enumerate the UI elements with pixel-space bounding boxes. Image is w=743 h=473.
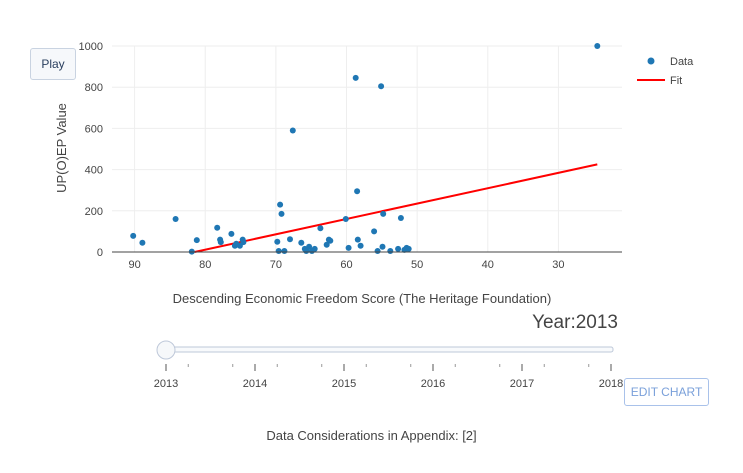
x-axis-title: Descending Economic Freedom Score (The H…	[173, 291, 552, 306]
fit-series	[194, 163, 598, 253]
slider-current-value: Year:2013	[532, 312, 618, 333]
data-point	[275, 248, 282, 254]
data-point	[327, 237, 334, 244]
x-tick-label: 60	[340, 259, 352, 271]
x-tick-label: 90	[128, 259, 140, 271]
data-point	[287, 236, 293, 243]
data-point	[281, 248, 288, 254]
play-button[interactable]: Play	[30, 48, 76, 80]
data-point	[308, 248, 315, 254]
x-tick-label: 80	[199, 259, 211, 271]
data-point	[378, 83, 385, 90]
year-slider[interactable]: 2013 2014 2015 2016 2017 2018	[154, 340, 623, 390]
legend-data-marker[interactable]	[647, 57, 655, 65]
slider-ticks: 2013 2014 2015 2016 2017 2018	[154, 364, 623, 390]
slider-tick-label: 2018	[599, 378, 623, 390]
data-point	[217, 239, 224, 246]
y-tick-label: 400	[85, 165, 103, 177]
legend: Data Fit	[637, 56, 694, 87]
data-point	[357, 242, 364, 249]
data-point	[352, 74, 359, 81]
x-tick-label: 30	[552, 259, 564, 271]
data-point	[371, 228, 378, 235]
y-tick-label: 1000	[79, 41, 103, 53]
edit-chart-button[interactable]: EDIT CHART	[624, 378, 709, 406]
y-tick-label: 600	[85, 123, 103, 135]
slider-rail[interactable]	[165, 346, 614, 353]
slider-tick-label: 2015	[332, 378, 356, 390]
x-tick-label: 70	[270, 259, 282, 271]
data-point	[172, 216, 179, 222]
x-axis-ticks: 90 80 70 60 50 40 30	[128, 259, 564, 271]
y-tick-label: 200	[85, 206, 103, 218]
grid-lines	[112, 45, 622, 252]
data-point	[374, 248, 381, 254]
data-point	[298, 239, 305, 246]
data-point	[342, 216, 349, 222]
data-point	[228, 230, 235, 237]
data-point	[387, 248, 394, 254]
data-point	[395, 245, 402, 252]
slider-tick-label: 2014	[243, 378, 267, 390]
data-point	[354, 236, 361, 243]
fit-line	[194, 163, 598, 253]
y-axis-title: UP(O)EP Value	[54, 103, 69, 193]
data-point	[274, 238, 281, 245]
data-point	[323, 241, 330, 248]
footnote: Data Considerations in Appendix: [2]	[266, 428, 477, 443]
data-point	[130, 232, 137, 239]
data-point	[278, 210, 285, 217]
data-point	[379, 243, 386, 250]
data-point	[289, 127, 296, 134]
slider-handle[interactable]	[156, 340, 176, 360]
data-point	[345, 244, 352, 251]
x-tick-label: 40	[482, 259, 494, 271]
x-tick-label: 50	[411, 259, 423, 271]
y-tick-label: 0	[97, 247, 103, 259]
data-point	[594, 43, 601, 49]
data-point	[193, 237, 200, 244]
slider-tick-label: 2016	[421, 378, 445, 390]
data-point	[397, 215, 404, 221]
data-point	[214, 224, 221, 231]
y-axis-ticks: 0 200 400 600 800 1000	[79, 41, 103, 259]
data-point	[317, 225, 324, 232]
data-series	[130, 43, 601, 255]
slider-tick-label: 2017	[510, 378, 534, 390]
y-tick-label: 800	[85, 82, 103, 94]
legend-data-label[interactable]: Data	[670, 56, 694, 68]
legend-fit-label[interactable]: Fit	[670, 75, 682, 87]
data-point	[139, 239, 146, 246]
data-point	[380, 210, 387, 217]
data-point	[405, 245, 412, 252]
slider-tick-label: 2013	[154, 378, 178, 390]
data-point	[354, 188, 361, 195]
data-point	[277, 201, 284, 208]
data-point	[240, 239, 247, 246]
